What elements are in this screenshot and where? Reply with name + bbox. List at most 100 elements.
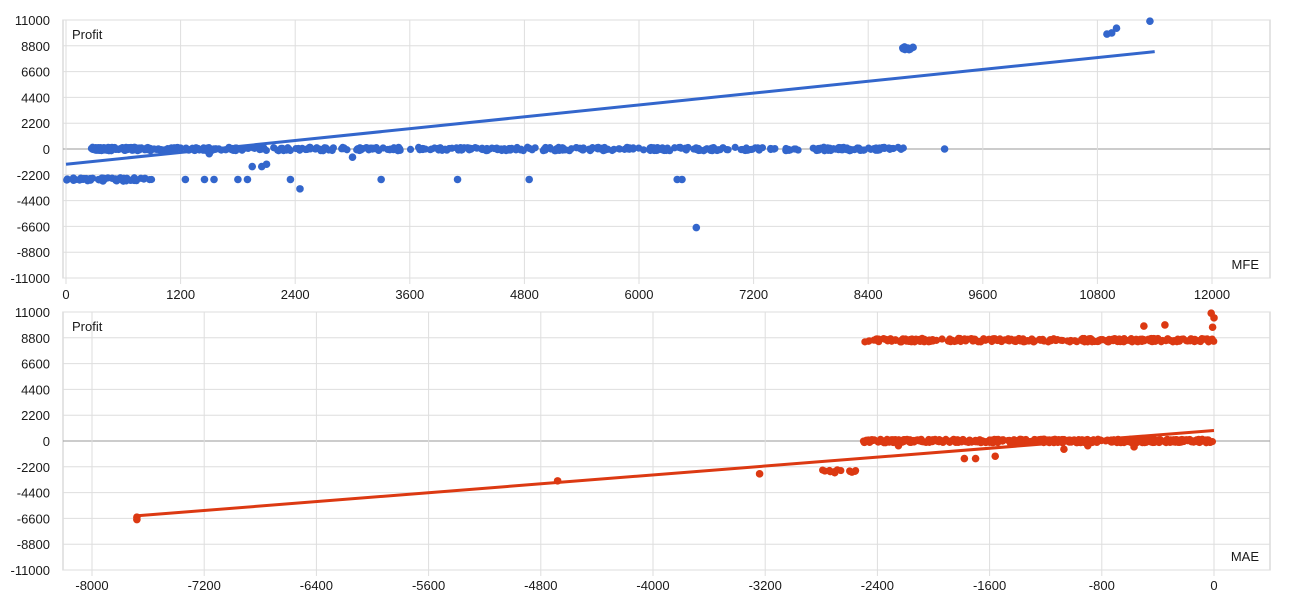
mae-data-point	[1066, 338, 1074, 346]
mfe-data-point	[339, 143, 347, 151]
mfe-data-point	[147, 175, 156, 184]
mfe-data-point	[894, 143, 902, 151]
mfe-data-point	[579, 146, 587, 154]
mae-y-tick-label: 4400	[21, 382, 50, 397]
mfe-trendline	[65, 50, 1155, 166]
mae-data-point	[998, 436, 1006, 444]
mfe-data-point	[1107, 29, 1116, 37]
mfe-data-point	[348, 153, 357, 162]
mfe-data-point	[794, 146, 802, 154]
mfe-data-point	[1146, 17, 1154, 25]
mae-data-point	[977, 338, 985, 346]
mae-data-point	[870, 436, 878, 444]
mfe-data-point	[708, 144, 716, 152]
mfe-data-point	[256, 146, 264, 154]
mae-y-tick-label: 6600	[21, 357, 50, 372]
mae-y-axis-label: Profit	[72, 319, 103, 334]
mae-data-point	[837, 466, 845, 475]
mfe-data-point	[594, 143, 602, 151]
mfe-data-point	[89, 174, 97, 182]
mfe-y-axis-label: Profit	[72, 27, 103, 42]
mfe-y-tick-label: 8800	[21, 39, 50, 54]
mfe-data-point	[325, 146, 333, 154]
mfe-y-tick-label: 4400	[21, 90, 50, 105]
mfe-data-point	[701, 146, 709, 154]
mae-data-point	[906, 336, 914, 344]
mae-data-point	[1116, 336, 1124, 344]
mfe-y-tick-label: -11000	[10, 271, 50, 286]
mfe-data-point	[234, 175, 242, 184]
mfe-data-point	[511, 145, 519, 153]
mfe-y-tick-label: -2200	[17, 168, 50, 183]
mfe-data-point	[616, 145, 624, 153]
mfe-data-point	[525, 175, 533, 184]
mfe-data-point	[436, 144, 444, 152]
mae-data-point	[133, 515, 141, 524]
mae-data-point	[987, 438, 996, 446]
mae-data-point	[1028, 335, 1036, 343]
mae-data-point	[861, 338, 869, 346]
mae-data-point	[1011, 337, 1019, 345]
mae-x-tick-label: -6400	[300, 578, 333, 593]
mae-data-point	[1190, 438, 1198, 446]
mae-data-point	[896, 338, 905, 346]
mae-data-point	[967, 438, 975, 446]
mae-data-point	[957, 337, 965, 346]
mfe-y-tick-label: 11000	[15, 13, 50, 28]
mfe-x-tick-label: 8400	[854, 287, 883, 302]
mfe-x-tick-label: 3600	[395, 287, 424, 302]
mfe-data-point	[681, 145, 689, 153]
mfe-data-point	[210, 175, 218, 184]
mfe-data-point	[498, 146, 506, 155]
mae-x-axis-label: MAE	[1231, 549, 1260, 564]
mfe-data-point	[270, 144, 278, 152]
mae-x-tick-label: -2400	[861, 578, 894, 593]
mfe-data-point	[319, 147, 327, 155]
mae-x-tick-label: -4000	[636, 578, 669, 593]
mae-data-point	[1080, 336, 1088, 344]
mae-x-tick-label: -4800	[524, 578, 557, 593]
mfe-data-point	[135, 144, 143, 152]
mfe-data-point	[898, 44, 907, 52]
mae-data-point	[978, 437, 987, 446]
mae-data-point	[755, 470, 764, 478]
mfe-data-point	[63, 176, 71, 184]
mae-y-tick-label: 0	[43, 434, 50, 449]
mfe-data-point	[454, 145, 463, 153]
mae-data-point	[1035, 335, 1044, 344]
mae-data-point	[1210, 314, 1218, 322]
mae-data-point	[1186, 337, 1194, 345]
mae-data-point	[917, 435, 925, 443]
mae-data-point	[1087, 335, 1095, 343]
mae-data-point	[1083, 441, 1092, 450]
mfe-data-point	[694, 144, 703, 153]
mfe-data-point	[111, 175, 119, 183]
mfe-data-point	[390, 144, 398, 152]
mae-data-point	[928, 335, 937, 344]
mfe-data-point	[782, 144, 790, 153]
mae-data-point	[1093, 337, 1101, 346]
mfe-data-point	[205, 149, 214, 158]
mae-trendline	[133, 428, 1215, 518]
mfe-data-point	[528, 146, 536, 154]
mfe-data-point	[170, 145, 178, 153]
mae-data-point	[1130, 443, 1138, 451]
mae-data-point	[972, 438, 980, 446]
mfe-data-point	[629, 144, 637, 152]
mae-data-point	[852, 467, 860, 475]
mfe-data-point	[396, 145, 404, 153]
mae-data-point	[960, 454, 969, 463]
mfe-data-point	[846, 146, 855, 155]
mae-x-tick-label: -1600	[973, 578, 1006, 593]
mfe-data-point	[69, 176, 78, 184]
mfe-y-tick-label: 2200	[21, 116, 50, 131]
mfe-y-tick-label: -8800	[17, 245, 50, 260]
mae-data-point	[1015, 438, 1024, 446]
mae-data-point	[914, 336, 922, 345]
mfe-data-point	[540, 145, 548, 153]
mfe-x-axis-label: MFE	[1232, 257, 1260, 272]
mfe-data-point	[369, 144, 378, 152]
mae-data-point	[971, 454, 980, 463]
mfe-data-point	[658, 146, 666, 154]
mfe-data-point	[692, 223, 701, 232]
